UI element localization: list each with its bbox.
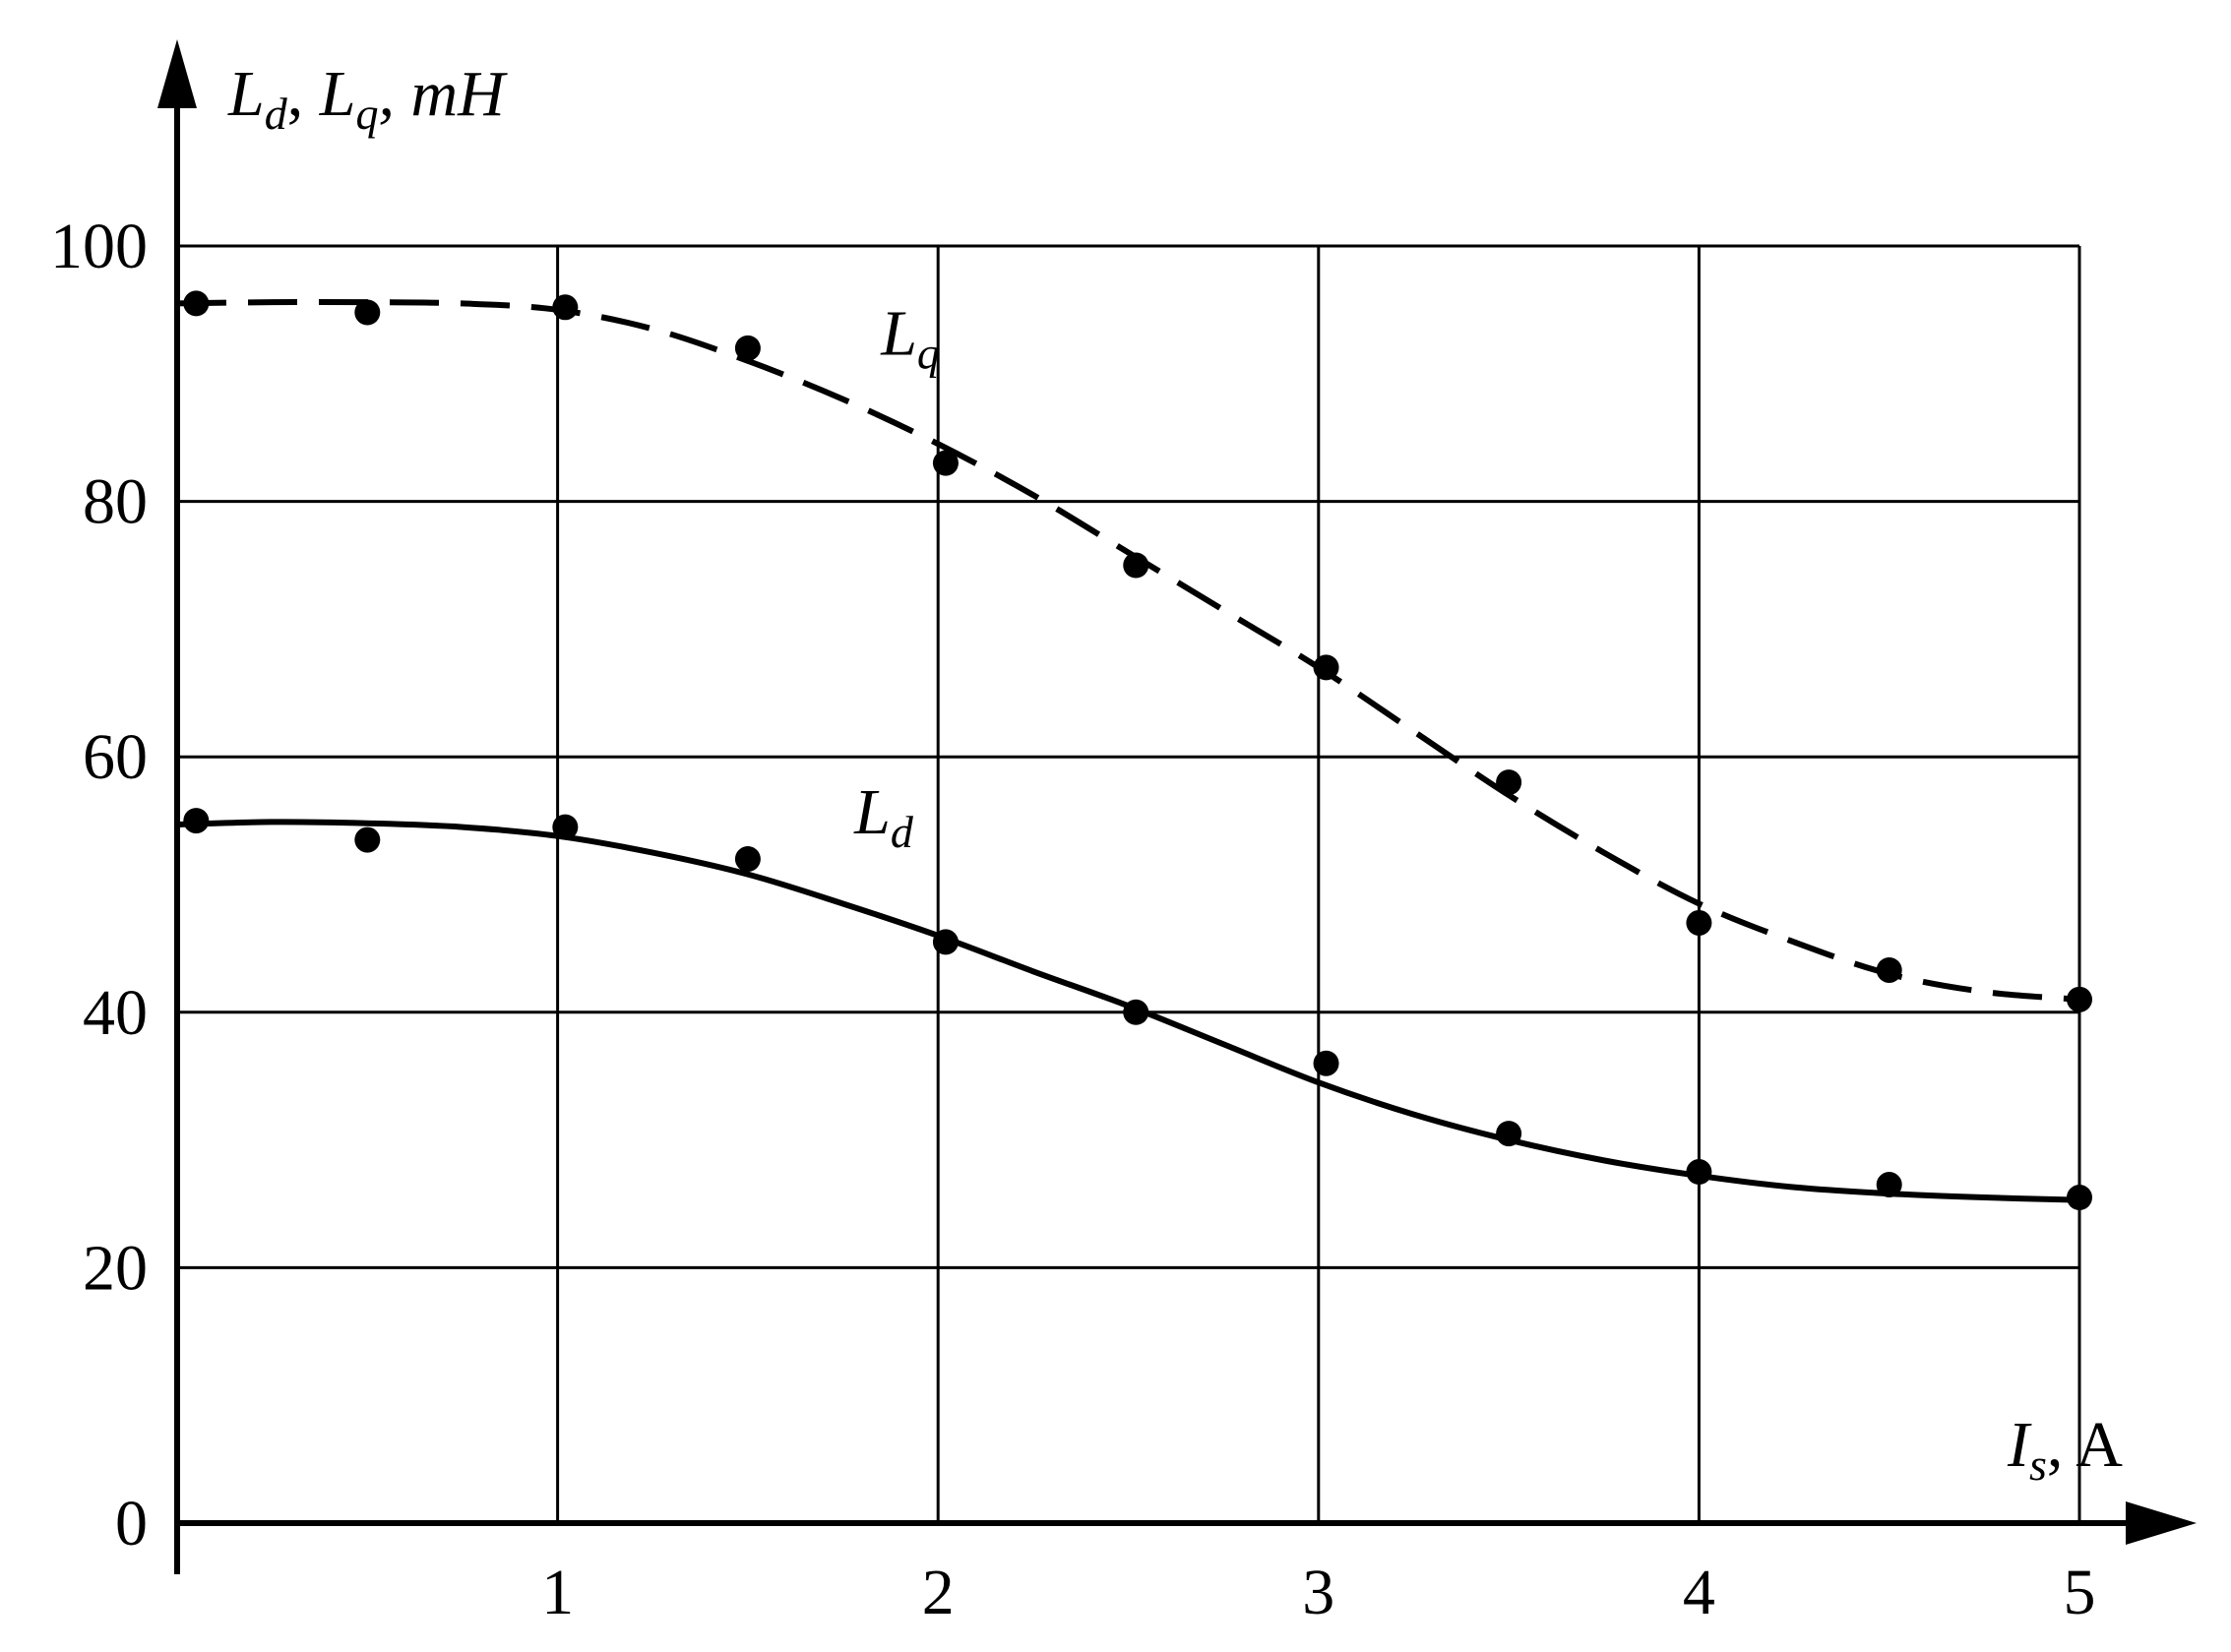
data-point xyxy=(552,294,579,321)
x-tick-label: 3 xyxy=(1302,1557,1334,1628)
y-axis-arrow xyxy=(157,39,197,108)
y-tick-label: 80 xyxy=(83,466,148,538)
data-point xyxy=(1686,909,1712,936)
y-tick-label: 20 xyxy=(83,1232,148,1304)
y-tick-label: 40 xyxy=(83,977,148,1049)
y-title-sub2: q xyxy=(355,89,378,139)
series-label-main: L xyxy=(853,776,891,848)
data-point xyxy=(2067,986,2092,1012)
series-label-sub: d xyxy=(891,807,914,857)
series-label-lq: Lq xyxy=(880,297,940,378)
y-tick-label: 0 xyxy=(115,1488,148,1560)
series-ld: Ld xyxy=(176,776,2092,1211)
data-point xyxy=(354,826,381,853)
x-tick-label: 4 xyxy=(1683,1557,1715,1628)
y-title-sep1: , xyxy=(287,58,320,130)
y-tick-label: 60 xyxy=(83,721,148,793)
series-lq: Lq xyxy=(176,290,2092,1012)
data-point xyxy=(2067,1185,2092,1211)
y-title-sub1: d xyxy=(265,89,288,139)
series-line-lq xyxy=(176,298,2080,1003)
data-point xyxy=(1496,1121,1522,1147)
y-tick-label: 100 xyxy=(50,211,148,282)
x-title-sub: s xyxy=(2029,1439,2047,1490)
x-tick-label: 1 xyxy=(541,1557,574,1628)
data-point xyxy=(552,814,579,840)
tick-labels: 0 20 40 60 80 100 1 2 3 4 5 xyxy=(50,211,2096,1628)
y-axis-title: Ld, Lq, mH xyxy=(227,58,508,139)
data-point xyxy=(1496,769,1522,796)
x-tick-label: 2 xyxy=(922,1557,955,1628)
data-point xyxy=(1686,1159,1712,1186)
grid xyxy=(177,244,2081,1523)
data-point xyxy=(734,846,761,873)
data-point xyxy=(1313,654,1339,681)
y-title-l2: L xyxy=(319,58,356,130)
x-axis-arrow xyxy=(2126,1501,2197,1545)
data-point xyxy=(1876,956,1902,983)
series-label-sub: q xyxy=(917,328,940,378)
data-point xyxy=(1876,1172,1902,1198)
x-title-unit: , A xyxy=(2047,1409,2123,1481)
data-point xyxy=(932,929,959,955)
data-point xyxy=(1123,552,1149,579)
y-title-l1: L xyxy=(227,58,265,130)
data-point xyxy=(734,335,761,361)
series-label-ld: Ld xyxy=(853,776,914,857)
x-axis-title: Is, A xyxy=(2007,1409,2123,1490)
data-point xyxy=(1313,1050,1339,1076)
data-point xyxy=(183,290,210,317)
x-tick-label: 5 xyxy=(2064,1557,2096,1628)
data-point xyxy=(354,299,381,326)
data-point xyxy=(932,450,959,476)
series-label-main: L xyxy=(880,297,917,369)
x-title-i: I xyxy=(2007,1409,2032,1481)
y-title-unit: , mH xyxy=(378,58,508,130)
data-point xyxy=(183,808,210,834)
axes xyxy=(157,39,2197,1574)
data-point xyxy=(1123,999,1149,1025)
